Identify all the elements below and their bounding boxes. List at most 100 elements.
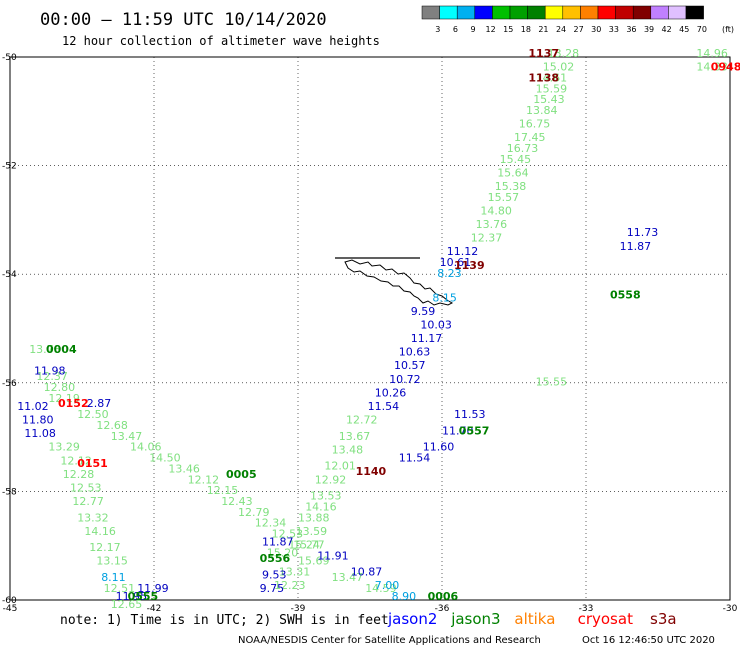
satellite-altika: altika [514,610,555,628]
wave-height-value: 11.70 [442,424,474,437]
wave-height-value: 17.45 [514,131,546,144]
wave-height-value: 15.45 [500,153,531,166]
wave-height-value: 12.53 [70,481,102,494]
footer-credit: NOAA/NESDIS Center for Satellite Applica… [238,635,541,646]
pass-time-label: 0004 [46,343,77,356]
pass-time-label: 0948 [711,61,740,74]
wave-height-value: 9.59 [411,305,436,318]
wave-height-value: 12.12 [60,454,92,467]
wave-height-value: 11.98 [34,365,66,378]
wave-height-value: 16.75 [519,118,551,131]
wave-height-value: 8.90 [392,590,417,603]
colorbar-label: 36 [626,25,636,34]
wave-height-value: 12.37 [471,232,503,245]
colorbar-swatch [650,5,669,20]
wave-height-value: 11.08 [24,427,56,440]
wave-height-value: 12.80 [44,381,76,394]
wave-height-value: 15.77 [293,538,325,551]
wave-height-value: 14.50 [149,452,181,465]
colorbar-label: 70 [697,25,707,34]
pass-time-label: 0152 [58,397,89,410]
footer-note: note: 1) Time is in UTC; 2) SWH is in fe… [60,613,389,628]
wave-height-value: 13.31 [279,566,311,579]
wave-height-value: 15.38 [495,180,527,193]
satellite-jason3: jason3 [450,610,500,628]
wave-height-value: 10.03 [420,319,452,332]
colorbar-label: 6 [453,25,458,34]
x-tick-label: -42 [147,604,162,614]
wave-height-value: 11.12 [447,245,479,258]
footer-timestamp: Oct 16 12:46:50 UTC 2020 [582,635,715,646]
colorbar-swatch [615,5,634,20]
wave-height-value: 9.53 [262,568,287,581]
wave-height-value: 12.68 [96,419,128,432]
wave-height-value: 13.48 [332,443,364,456]
colorbar-label: 45 [679,25,689,34]
colorbar-swatch [492,5,511,20]
wave-height-value: 15.55 [536,376,568,389]
wave-height-value: 11.53 [454,408,486,421]
wave-height-value: 14.33 [696,61,728,74]
plot-frame [9,56,731,601]
wave-height-value: 11.02 [17,400,49,413]
x-tick-label: -39 [291,604,306,614]
wave-height-value: 12.34 [255,517,286,530]
pass-time-label: 1137 [528,47,559,60]
wave-height-value: 13.53 [310,490,342,503]
wave-height-value: 14.16 [305,500,337,513]
plot-area [9,56,731,601]
colorbar-label: 30 [591,25,601,34]
pass-time-label: 0557 [459,424,490,437]
colorbar-label: 15 [503,25,513,34]
wave-height-value: 12.12 [188,473,220,486]
wave-height-value: 12.23 [274,579,306,592]
satellite-legend: jason2 jason3 altika cryosat s3a [387,610,677,628]
colorbar-label: 27 [574,25,584,34]
y-tick-label: -50 [2,53,17,63]
colorbar-label: 18 [521,25,531,34]
wave-height-value: 13.67 [339,430,371,443]
wave-height-value: 13.59 [296,525,328,538]
colorbar-label: 33 [609,25,619,34]
pass-time-labels: 1137 1138 0948 1139 1140 0004 0152 0151 0005 0558… [46,47,740,603]
wave-height-value: 11.87 [620,240,652,253]
pass-time-label: 0558 [610,289,641,302]
colorbar-label: 12 [486,25,496,34]
wave-height-value: 8.11 [101,571,126,584]
colorbar-unit: (ft) [722,25,734,34]
wave-height-value: 12.28 [63,468,95,481]
pass-time-label: 0151 [77,457,108,470]
colorbar-swatch [580,5,599,20]
wave-height-value: 13.47 [332,571,364,584]
wave-height-value: 9.75 [260,582,285,595]
y-tick-label: -54 [2,270,17,280]
gridlines [10,57,730,600]
wave-height-value: 12.01 [324,460,356,473]
wave-height-points: 13.2815.0214.6115.5915.4313.8416.7517.45… [17,47,728,611]
colorbar-swatch [668,5,687,20]
satellite-jason2: jason2 [387,610,437,628]
wave-height-value: 11.60 [423,441,455,454]
wave-height-value: 15.59 [536,82,568,95]
wave-height-value: 11.95 [116,590,148,603]
pass-time-label: 0005 [226,468,257,481]
colorbar-label: 39 [644,25,654,34]
wave-height-value: 10.57 [394,359,426,372]
wave-height-value: 14.80 [480,204,512,217]
wave-height-value: 11.91 [317,549,349,562]
colorbar-swatch [562,5,581,20]
wave-height-value: 12.79 [238,506,270,519]
wave-height-value: 15.69 [298,555,330,568]
colorbar-label: 21 [538,25,548,34]
wave-height-value: 12.65 [111,598,143,611]
colorbar-swatch [685,5,704,20]
chart-title: 00:00 – 11:59 UTC 10/14/2020 [40,10,327,30]
wave-height-value: 12.17 [89,541,121,554]
colorbar-swatch [421,5,440,20]
colorbar-swatch [597,5,616,20]
wave-height-value: 12.77 [72,495,104,508]
wave-height-value: 2.87 [87,397,112,410]
wave-height-value: 13.78 [29,343,61,356]
wave-height-value: 12.15 [207,484,239,497]
